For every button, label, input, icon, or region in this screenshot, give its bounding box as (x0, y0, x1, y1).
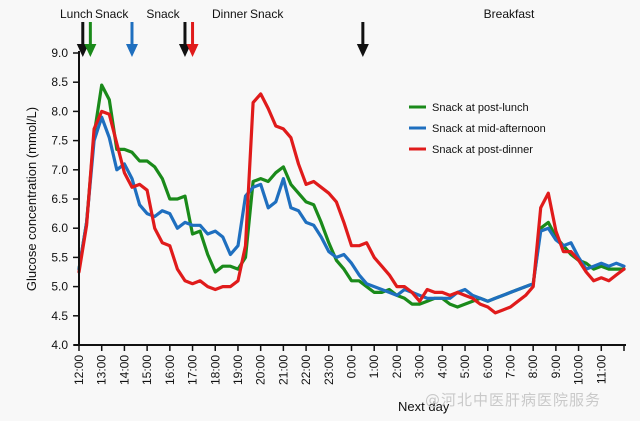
event-arrow-snack (125, 22, 138, 57)
series-lines (77, 83, 626, 315)
x-tick-label: 6:00 (481, 355, 495, 379)
x-axis-note-next-day: Next day (398, 399, 450, 414)
event-label: Lunch (60, 7, 93, 21)
x-tick-label: 13:00 (95, 355, 109, 385)
event-arrow-snack (84, 22, 97, 57)
axes: 4.0 4.5 5.0 5.5 6.0 6.5 7.0 7.5 8.0 8.5 9.0 12:00 13… (51, 46, 626, 385)
x-tick-label: 23:00 (322, 355, 336, 385)
series-line-snack-at-post-dinner (77, 92, 626, 315)
event-label: Dinner (212, 7, 247, 21)
x-tick-label: 8:00 (526, 355, 540, 379)
y-tick-label: 6.5 (51, 192, 68, 206)
watermark: @河北中医肝病医院服务 (425, 391, 602, 409)
event-arrow-lunch (76, 22, 89, 57)
event-label: Snack (250, 7, 284, 21)
event-label: Breakfast (484, 7, 535, 21)
y-tick-label: 8.5 (51, 75, 68, 89)
x-tick-label: 19:00 (231, 355, 245, 385)
x-tick-label: 21:00 (276, 355, 290, 385)
arrow-head-icon (125, 44, 138, 57)
arrow-head-icon (84, 44, 97, 57)
event-label: Snack (146, 7, 180, 21)
x-tick-label: 11:00 (594, 355, 608, 384)
y-tick-label: 6.0 (51, 221, 68, 235)
x-tick-label: 3:00 (413, 355, 427, 379)
x-tick-label: 4:00 (435, 355, 449, 379)
x-tick-label: 12:00 (72, 355, 86, 385)
x-tick-label: 14:00 (117, 355, 131, 385)
series-line-snack-at-post-lunch (77, 83, 626, 309)
series-line-snack-at-mid-afternoon (77, 115, 626, 303)
x-tick-label: 0:00 (345, 355, 359, 379)
x-tick-label: 10:00 (572, 355, 586, 385)
x-tick-label: 22:00 (299, 355, 313, 385)
legend-label: Snack at post-lunch (432, 102, 529, 114)
arrow-head-icon (356, 44, 369, 57)
x-tick-label: 18:00 (208, 355, 222, 385)
legend-label: Snack at post-dinner (432, 144, 533, 156)
legend: Snack at post-lunch Snack at mid-afternoo… (409, 102, 546, 156)
y-tick-label: 4.5 (51, 309, 68, 323)
y-tick-label: 9.0 (51, 46, 68, 60)
event-label: Snack (95, 7, 129, 21)
x-tick-label: 2:00 (390, 355, 404, 379)
y-tick-label: 5.5 (51, 250, 68, 264)
arrow-head-icon (178, 44, 191, 57)
y-tick-label: 7.0 (51, 163, 68, 177)
meal-event-markers: Lunch Snack Snack Dinner Snack Breakfast (60, 7, 535, 57)
x-tick-label: 1:00 (367, 355, 381, 379)
event-arrow-breakfast (356, 22, 369, 57)
x-tick-label: 15:00 (140, 355, 154, 385)
y-tick-label: 8.0 (51, 104, 68, 118)
y-tick-label: 5.0 (51, 280, 68, 294)
y-axis-title: Glucose concentration (mmol/L) (24, 107, 39, 291)
x-tick-label: 7:00 (503, 355, 517, 379)
event-arrow-snack (186, 22, 199, 57)
arrow-head-icon (186, 44, 199, 57)
x-tick-label: 9:00 (549, 355, 563, 379)
x-tick-label: 20:00 (254, 355, 268, 385)
x-tick-label: 5:00 (458, 355, 472, 379)
y-tick-label: 7.5 (51, 134, 68, 148)
arrow-head-icon (76, 44, 89, 57)
y-tick-label: 4.0 (51, 338, 68, 352)
event-arrow-dinner (178, 22, 191, 57)
x-tick-label: 17:00 (186, 355, 200, 385)
x-tick-label: 16:00 (163, 355, 177, 385)
legend-label: Snack at mid-afternoon (432, 123, 546, 135)
